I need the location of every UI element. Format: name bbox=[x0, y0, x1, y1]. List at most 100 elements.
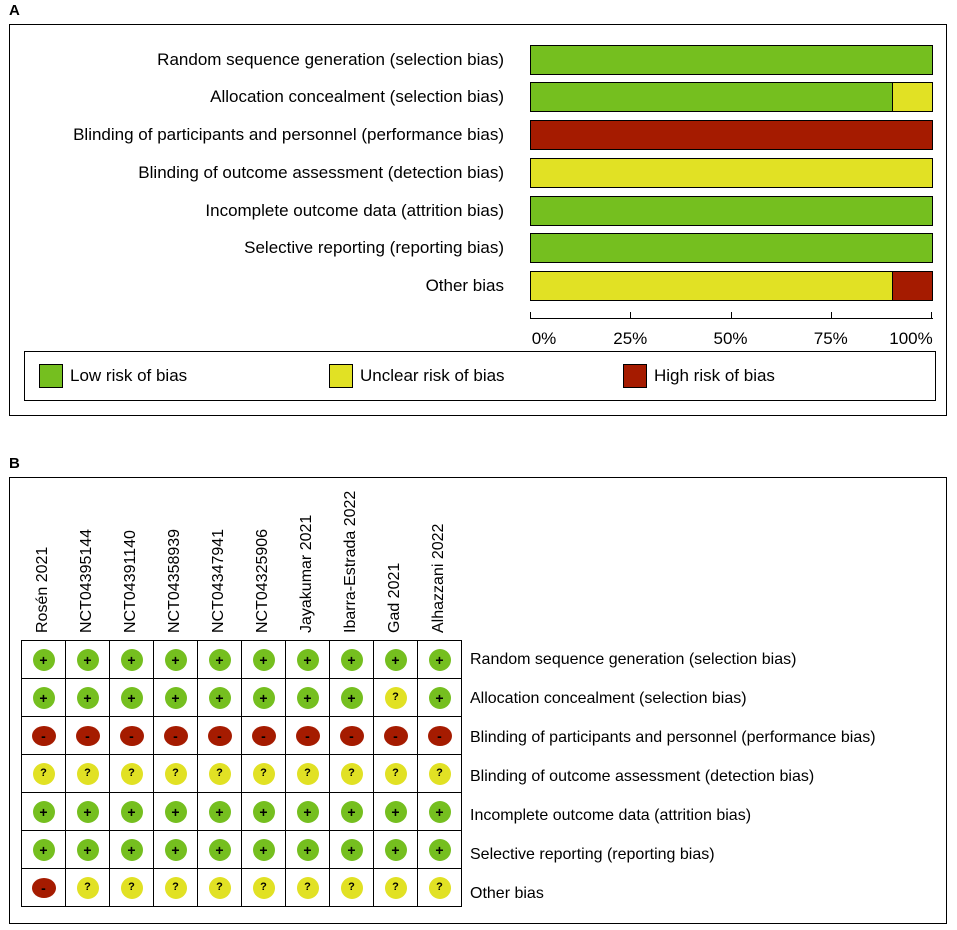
legend-swatch-low bbox=[39, 364, 63, 388]
grid-cell: + bbox=[285, 640, 330, 679]
study-label: Rosén 2021 bbox=[34, 546, 51, 633]
judgement-low-marker: + bbox=[120, 800, 143, 823]
grid-cell: + bbox=[109, 830, 154, 869]
judgement-grid: + + + + + + + + + + + + + + + + + +? + - - - - - - - - - -??????????… bbox=[21, 640, 462, 907]
grid-cell: + bbox=[373, 640, 418, 679]
bar-segment-high bbox=[531, 121, 932, 149]
grid-row: + + + + + + + + + + bbox=[21, 830, 462, 869]
grid-domain-label: Allocation concealment (selection bias) bbox=[470, 689, 747, 707]
study-label: NCT04358939 bbox=[166, 528, 183, 633]
judgement-unclear-marker: ? bbox=[120, 762, 143, 785]
judgement-low-marker: + bbox=[208, 800, 231, 823]
legend-label-unclear: Unclear risk of bias bbox=[360, 366, 505, 385]
judgement-high-marker: - bbox=[31, 725, 56, 746]
legend-swatch-high bbox=[623, 364, 647, 388]
grid-cell: + bbox=[285, 830, 330, 869]
judgement-unclear-marker: ? bbox=[32, 762, 55, 785]
grid-cell: + bbox=[153, 640, 198, 679]
grid-domain-label: Random sequence generation (selection bi… bbox=[470, 650, 797, 668]
grid-cell: + bbox=[241, 678, 286, 717]
grid-cell: ? bbox=[65, 754, 110, 793]
study-label: Gad 2021 bbox=[386, 562, 403, 633]
judgement-unclear-marker: ? bbox=[340, 876, 363, 899]
grid-cell: + bbox=[329, 678, 374, 717]
grid-cell: + bbox=[373, 792, 418, 831]
judgement-low-marker: + bbox=[76, 838, 99, 861]
grid-row: ---------- bbox=[21, 716, 462, 755]
study-label: NCT04391140 bbox=[122, 530, 139, 633]
grid-cell: + bbox=[329, 830, 374, 869]
stacked-bar bbox=[530, 271, 933, 301]
stacked-bar bbox=[530, 82, 933, 112]
judgement-unclear-marker: ? bbox=[164, 876, 187, 899]
judgement-low-marker: + bbox=[340, 648, 363, 671]
grid-cell: + bbox=[373, 830, 418, 869]
legend-item-unclear: Unclear risk of bias bbox=[329, 364, 505, 388]
grid-cell: ? bbox=[329, 868, 374, 907]
grid-cell: ? bbox=[109, 868, 154, 907]
grid-domain-label: Selective reporting (reporting bias) bbox=[470, 845, 715, 863]
judgement-low-marker: + bbox=[76, 800, 99, 823]
grid-cell: - bbox=[21, 716, 66, 755]
legend-label-low: Low risk of bias bbox=[70, 366, 188, 385]
judgement-unclear-marker: ? bbox=[296, 762, 319, 785]
bar-segment-unclear bbox=[531, 159, 932, 187]
judgement-low-marker: + bbox=[208, 648, 231, 671]
legend-swatch-unclear bbox=[329, 364, 353, 388]
domain-label: Incomplete outcome data (attrition bias) bbox=[205, 201, 504, 220]
bar-segment-low bbox=[531, 197, 932, 225]
grid-cell: ? bbox=[241, 868, 286, 907]
grid-cell: + bbox=[197, 830, 242, 869]
study-label: Jayakumar 2021 bbox=[298, 514, 315, 633]
grid-cell: + bbox=[197, 792, 242, 831]
stacked-bar bbox=[530, 158, 933, 188]
risk-of-bias-graph-table: Rosén 2021 NCT04395144 NCT04391140 NCT04358… bbox=[9, 477, 947, 924]
grid-cell: ? bbox=[197, 754, 242, 793]
grid-cell: + bbox=[109, 792, 154, 831]
judgement-low-marker: + bbox=[164, 800, 187, 823]
grid-cell: + bbox=[329, 640, 374, 679]
judgement-low-marker: + bbox=[296, 686, 319, 709]
study-label: NCT04325906 bbox=[254, 528, 271, 633]
judgement-low-marker: + bbox=[32, 800, 55, 823]
x-tick bbox=[830, 312, 832, 319]
judgement-unclear-marker: ? bbox=[76, 876, 99, 899]
judgement-high-marker: - bbox=[207, 725, 232, 746]
judgement-unclear-marker: ? bbox=[384, 762, 407, 785]
study-label: Ibarra-Estrada 2022 bbox=[342, 490, 359, 633]
grid-cell: ? bbox=[21, 754, 66, 793]
grid-cell: - bbox=[197, 716, 242, 755]
judgement-low-marker: + bbox=[428, 800, 451, 823]
grid-row: -????????? bbox=[21, 868, 462, 907]
grid-domain-label: Incomplete outcome data (attrition bias) bbox=[470, 806, 752, 824]
judgement-unclear-marker: ? bbox=[252, 876, 275, 899]
judgement-low-marker: + bbox=[340, 838, 363, 861]
judgement-unclear-marker: ? bbox=[428, 876, 451, 899]
x-tick bbox=[730, 312, 732, 319]
judgement-low-marker: + bbox=[384, 800, 407, 823]
grid-cell: + bbox=[417, 830, 462, 869]
judgement-low-marker: + bbox=[252, 686, 275, 709]
judgement-low-marker: + bbox=[384, 838, 407, 861]
grid-cell: - bbox=[285, 716, 330, 755]
judgement-low-marker: + bbox=[252, 838, 275, 861]
grid-cell: + bbox=[241, 792, 286, 831]
judgement-high-marker: - bbox=[383, 725, 408, 746]
grid-cell: + bbox=[241, 830, 286, 869]
grid-cell: + bbox=[65, 640, 110, 679]
x-tick-label: 75% bbox=[813, 329, 848, 348]
grid-cell: + bbox=[417, 792, 462, 831]
judgement-low-marker: + bbox=[120, 648, 143, 671]
grid-cell: - bbox=[373, 716, 418, 755]
domain-label: Random sequence generation (selection bi… bbox=[157, 50, 504, 69]
grid-cell: - bbox=[65, 716, 110, 755]
x-axis-line bbox=[530, 318, 933, 319]
judgement-high-marker: - bbox=[427, 725, 452, 746]
judgement-high-marker: - bbox=[119, 725, 144, 746]
judgement-high-marker: - bbox=[31, 877, 56, 898]
legend-item-low: Low risk of bias bbox=[39, 364, 187, 388]
legend-label-high: High risk of bias bbox=[654, 366, 775, 385]
grid-cell: + bbox=[109, 678, 154, 717]
x-tick bbox=[530, 312, 531, 319]
judgement-low-marker: + bbox=[32, 838, 55, 861]
